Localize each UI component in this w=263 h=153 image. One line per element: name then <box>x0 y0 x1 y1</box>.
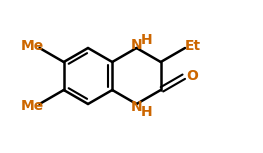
Text: Me: Me <box>21 99 44 113</box>
Text: H: H <box>140 33 152 47</box>
Text: N: N <box>131 100 142 114</box>
Text: Me: Me <box>21 39 44 53</box>
Text: N: N <box>131 38 142 52</box>
Text: O: O <box>186 69 198 83</box>
Text: Et: Et <box>185 39 201 53</box>
Text: H: H <box>140 105 152 119</box>
